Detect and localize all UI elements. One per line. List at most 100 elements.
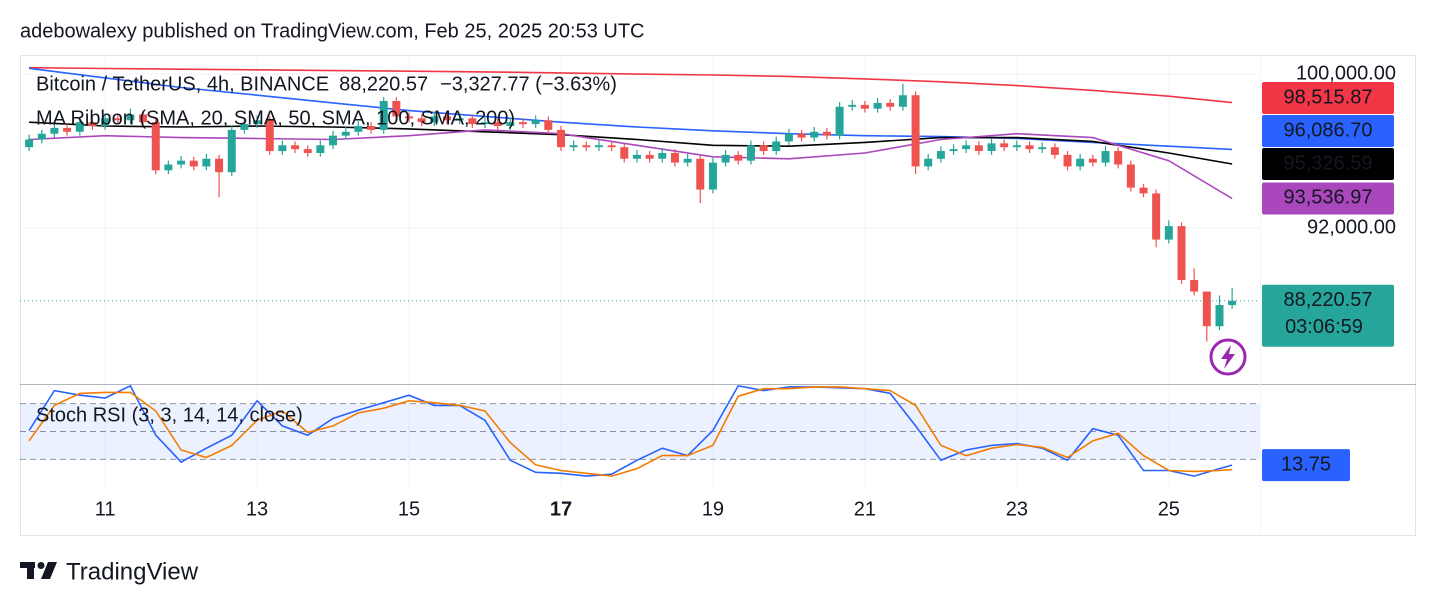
candle-body [835, 106, 844, 136]
stoch-label: 13.75 [1281, 453, 1331, 475]
chart-frame [20, 55, 1416, 536]
candle-body [582, 145, 591, 148]
candle-body [1050, 147, 1059, 155]
candle-body [265, 120, 274, 152]
y-tick-label: 92,000.00 [1307, 216, 1396, 238]
ma-label-box [1262, 82, 1394, 115]
candle-body [936, 151, 945, 159]
candle-body [759, 145, 768, 152]
candle-body [443, 116, 452, 121]
x-tick-label: 21 [854, 498, 876, 520]
candle-body [1228, 300, 1237, 306]
candle-body [620, 147, 629, 159]
ma-line [28, 67, 1233, 151]
candle-body [303, 149, 312, 153]
candle-body [746, 145, 755, 161]
candle-body [708, 162, 717, 190]
candle-body [987, 143, 996, 152]
candle-body [341, 131, 350, 136]
candle-body [607, 145, 616, 148]
ma-label-box [1262, 115, 1394, 148]
candle-body [898, 95, 907, 107]
candle-body [1164, 226, 1173, 240]
candle-body [810, 131, 819, 138]
candle-body [544, 120, 553, 130]
candle-body [683, 158, 692, 163]
candle-body [291, 145, 300, 150]
candle-body [1139, 187, 1148, 194]
stoch-line [28, 384, 1233, 477]
symbol: Bitcoin / TetherUS, 4h, BINANCE [36, 73, 329, 95]
candle-body [113, 118, 122, 121]
x-tick-label: 23 [1006, 498, 1028, 520]
candle-body [316, 145, 325, 153]
candle-body [481, 122, 489, 125]
candle-body [101, 118, 110, 127]
candle-body [417, 118, 426, 123]
candle-body [772, 141, 781, 152]
logo-part [27, 562, 34, 579]
candle-body [1000, 143, 1009, 148]
legend-change: −3,327.77 (−3.63%) [440, 73, 617, 95]
candle-body [873, 102, 882, 109]
candle-body [493, 122, 502, 127]
alert-icon [1209, 338, 1247, 376]
logo-part [41, 562, 57, 579]
candle-body [594, 145, 603, 148]
candle-body [164, 164, 173, 171]
brand: TradingView [66, 558, 199, 585]
candle-body [202, 158, 211, 167]
candle-body [1114, 151, 1123, 165]
candle-body [278, 145, 287, 152]
candle-body [88, 122, 97, 127]
candle-body [556, 129, 565, 148]
candle-body [468, 118, 477, 125]
candle-body [1012, 145, 1021, 148]
candle-body [911, 95, 920, 167]
stoch-label-box [1262, 449, 1350, 482]
tradingview-logo [20, 562, 57, 579]
candle-body [569, 145, 578, 148]
ribbon-title: MA Ribbon (SMA, 20, SMA, 50, SMA, 100, S… [36, 107, 515, 129]
candle-body [215, 158, 224, 173]
candle-body [1177, 226, 1186, 281]
x-tick-label: 19 [702, 498, 724, 520]
price-label: 88,220.57 [1284, 289, 1373, 311]
y-tick-label: 100,000.00 [1296, 62, 1396, 84]
candle-body [126, 114, 135, 121]
candle-body [1152, 193, 1161, 240]
candle-body [1126, 164, 1135, 188]
candle-body [721, 154, 730, 163]
candle-body [430, 116, 439, 123]
candle-body [962, 145, 971, 150]
countdown: 03:06:59 [1285, 316, 1363, 338]
candle-body [1101, 151, 1110, 163]
candle-body [392, 101, 401, 117]
candle-body [1038, 147, 1047, 150]
candle-body [379, 101, 388, 130]
candle-body [658, 152, 667, 159]
candle-body [860, 104, 869, 109]
legend-price: 88,220.57 [339, 73, 428, 95]
candle-body [1215, 305, 1224, 327]
candle-body [645, 154, 654, 159]
candle-body [151, 122, 160, 171]
candle-body [670, 152, 679, 163]
ma-label-box [1262, 148, 1394, 181]
candle-body [25, 139, 34, 148]
ma-label: 98,515.87 [1284, 86, 1373, 108]
candle-body [734, 154, 743, 161]
candle-body [367, 126, 376, 130]
byline: adebowalexy published on TradingView.com… [20, 20, 644, 42]
candle-body [329, 135, 338, 146]
candle-body [1076, 158, 1085, 167]
x-tick-label: 15 [398, 498, 420, 520]
candle-body [531, 120, 540, 125]
candle-body [924, 158, 933, 167]
stoch-title: Stoch RSI (3, 3, 14, 14, close) [36, 404, 303, 426]
candle-body [784, 133, 793, 142]
ma-label: 96,086.70 [1284, 119, 1373, 141]
candle-body [63, 127, 72, 132]
